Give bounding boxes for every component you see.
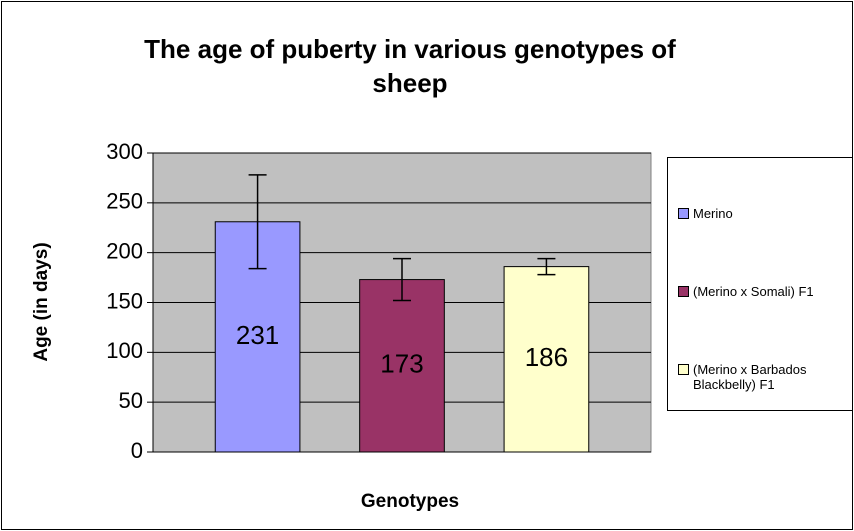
y-tick-label: 0 [131, 438, 143, 463]
error-bar [248, 174, 267, 270]
y-tick-label: 250 [106, 189, 143, 214]
legend: Merino (Merino x Somali) F1 (Merino x Barb… [667, 157, 852, 411]
legend-swatch [678, 208, 689, 219]
legend-swatch [678, 286, 689, 297]
data-label: 231 [236, 320, 279, 350]
chart-title: The age of puberty in various genotypes … [144, 34, 676, 98]
bar [359, 279, 445, 453]
data-label: 186 [525, 342, 568, 372]
y-tick-label: 100 [106, 338, 143, 363]
error-bar [393, 257, 411, 302]
data-label: 173 [380, 349, 423, 379]
legend-entry: (Merino x Barbados Blackbelly) F1 [678, 362, 828, 392]
y-axis-label: Age (in days) [31, 242, 52, 361]
bar [503, 266, 590, 453]
y-tick-label: 50 [119, 388, 143, 413]
legend-entry: (Merino x Somali) F1 [678, 284, 828, 299]
y-tick-label: 200 [106, 238, 143, 263]
y-tick-label: 300 [106, 139, 143, 164]
legend-entry: Merino [678, 206, 828, 221]
legend-label: (Merino x Barbados Blackbelly) F1 [693, 362, 807, 392]
x-axis-label: Genotypes [361, 491, 459, 512]
legend-swatch [678, 364, 689, 375]
legend-label: (Merino x Somali) F1 [693, 284, 814, 299]
legend-label: Merino [693, 206, 733, 221]
y-tick-label: 150 [106, 288, 143, 313]
error-bar [537, 257, 556, 276]
